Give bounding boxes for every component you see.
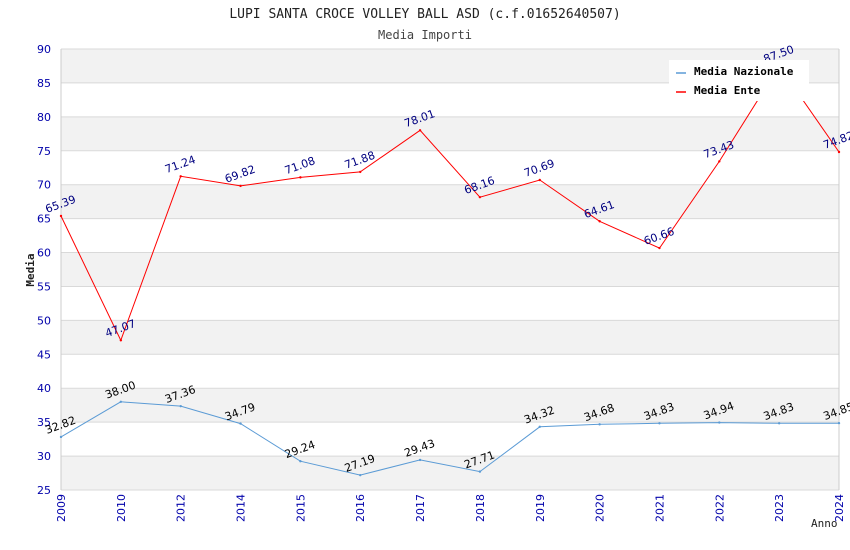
y-tick-label: 80: [37, 111, 51, 124]
y-tick-label: 90: [37, 43, 51, 56]
data-point: [658, 422, 661, 425]
series-line-media-nazionale: [60, 401, 840, 476]
data-point: [418, 129, 422, 132]
data-point: [239, 422, 242, 425]
data-label: 71.24: [163, 153, 197, 176]
data-point: [179, 404, 182, 408]
legend: Media Nazionale Media Ente: [669, 60, 809, 101]
x-tick-label: 2014: [235, 494, 248, 522]
background-band: [61, 184, 839, 219]
y-tick-label: 50: [37, 314, 51, 327]
y-axis-ticks: 25 30 35 40 45 50 55 60 65 70 75 80 85 90: [37, 43, 51, 497]
data-point: [658, 246, 661, 250]
x-tick-label: 2020: [594, 494, 607, 522]
y-tick-label: 25: [37, 484, 51, 497]
data-point: [837, 150, 841, 154]
background-band: [61, 252, 839, 287]
y-tick-label: 75: [37, 145, 51, 158]
x-tick-label: 2012: [175, 494, 188, 522]
legend-label-media-ente: Media Ente: [694, 84, 761, 97]
x-tick-label: 2015: [294, 494, 307, 522]
data-point: [718, 421, 721, 424]
data-point: [538, 425, 541, 428]
legend-label-media-nazionale: Media Nazionale: [694, 65, 794, 78]
y-tick-label: 55: [37, 280, 51, 293]
data-point: [59, 435, 63, 439]
data-point: [359, 473, 362, 477]
series-line-media-ente: [60, 65, 840, 342]
x-tick-label: 2022: [713, 494, 726, 522]
data-point: [777, 422, 781, 425]
gridlines: [60, 48, 840, 491]
data-point: [478, 195, 482, 199]
y-tick-label: 30: [37, 450, 51, 463]
y-tick-label: 40: [37, 382, 51, 395]
data-point: [538, 178, 541, 182]
data-point: [239, 184, 242, 188]
chart-subtitle: Media Importi: [378, 28, 472, 42]
data-point: [598, 220, 601, 223]
data-point: [59, 214, 63, 218]
x-tick-label: 2018: [474, 494, 487, 522]
x-tick-label: 2017: [414, 494, 427, 522]
data-label: 70.69: [522, 157, 556, 180]
data-point: [359, 170, 362, 174]
data-point: [119, 339, 123, 342]
x-tick-label: 2024: [833, 494, 846, 522]
data-point: [418, 458, 422, 462]
data-point: [299, 460, 302, 463]
x-tick-label: 2019: [534, 494, 547, 522]
data-label: 60.66: [642, 225, 676, 248]
series-lines: [59, 64, 841, 477]
x-tick-label: 2021: [653, 494, 666, 522]
data-point: [119, 400, 123, 403]
data-label: 71.88: [343, 149, 377, 172]
y-tick-label: 35: [37, 416, 51, 429]
data-label: 71.08: [283, 154, 317, 177]
background-band: [61, 456, 839, 490]
x-tick-label: 2009: [55, 494, 68, 522]
y-tick-label: 85: [37, 77, 51, 90]
background-band: [61, 116, 839, 151]
data-point: [299, 176, 302, 179]
background-bands: [61, 49, 839, 490]
x-axis-ticks: 2009 2010 2012 2014 2015 2016 2017 2018 2019 2020…: [55, 494, 846, 522]
x-tick-label: 2010: [115, 494, 128, 522]
data-point: [837, 421, 841, 425]
data-point: [478, 470, 482, 473]
data-point: [718, 160, 721, 163]
y-tick-label: 70: [37, 179, 51, 192]
background-band: [61, 388, 839, 423]
data-point: [179, 175, 182, 178]
y-axis-label: Media: [24, 253, 37, 286]
data-point: [598, 423, 601, 426]
x-axis-label: Anno: [811, 517, 838, 530]
x-tick-label: 2016: [354, 494, 367, 522]
y-tick-label: 45: [37, 348, 51, 361]
data-label: 69.82: [223, 163, 257, 186]
chart-title: LUPI SANTA CROCE VOLLEY BALL ASD (c.f.01…: [229, 7, 620, 22]
y-tick-label: 60: [37, 247, 51, 260]
background-band: [61, 320, 839, 355]
x-tick-label: 2023: [773, 494, 786, 522]
y-tick-label: 65: [37, 213, 51, 226]
legend-box: [669, 60, 809, 101]
